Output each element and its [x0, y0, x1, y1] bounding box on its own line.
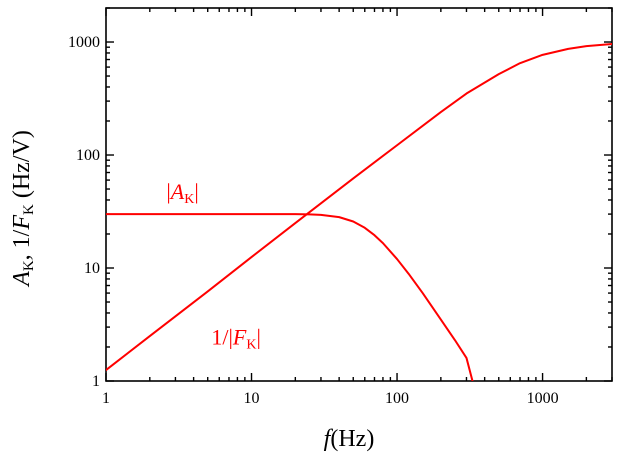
- series-label-prefix: 1/|: [211, 325, 233, 350]
- x-tick-label: 100: [385, 390, 409, 407]
- y-tick-label: 10: [84, 260, 100, 277]
- y-axis-label-sub1: K: [21, 260, 37, 271]
- y-tick-label: 1000: [68, 34, 100, 51]
- series-label-subscript: K: [246, 338, 256, 353]
- y-axis-label-unit: (Hz/V): [9, 130, 35, 204]
- x-tick-label: 1: [102, 390, 110, 407]
- series-label-A_K: |AK|: [166, 179, 198, 207]
- x-axis-label-unit: (Hz): [330, 426, 374, 452]
- series-label-variable: F: [232, 325, 247, 350]
- curve-annotations: |AK|1/|FK|: [166, 179, 261, 353]
- y-axis-label-var1: A: [9, 271, 35, 288]
- series-line-A_K: [106, 213, 474, 381]
- series-label-prefix: |: [166, 179, 170, 204]
- series-label-one_over_F_K: 1/|FK|: [211, 325, 261, 353]
- y-axis-label: AK, 1/FK (Hz/V): [9, 130, 37, 288]
- series-line-one_over_F_K: [106, 43, 612, 372]
- x-axis-label-variable: f: [324, 426, 334, 452]
- series-label-suffix: |: [194, 179, 198, 204]
- plot-curves: [106, 43, 612, 381]
- series-label-variable: A: [169, 179, 185, 204]
- plot-axes: 1 10 100 1000 1 10 100 1000: [68, 7, 613, 407]
- plot-frame: [105, 7, 613, 382]
- x-tick-label: 10: [244, 390, 260, 407]
- y-axis-label-var2: F: [9, 215, 35, 231]
- series-label-suffix: |: [257, 325, 261, 350]
- y-axis-label-sub2: K: [21, 204, 37, 215]
- x-axis-label: f(Hz): [324, 426, 375, 452]
- y-tick-label: 1: [92, 373, 100, 390]
- x-tick-label: 1000: [527, 390, 559, 407]
- y-axis-label-sep: , 1/: [9, 229, 35, 260]
- y-tick-label: 100: [76, 147, 100, 164]
- series-label-subscript: K: [184, 192, 194, 207]
